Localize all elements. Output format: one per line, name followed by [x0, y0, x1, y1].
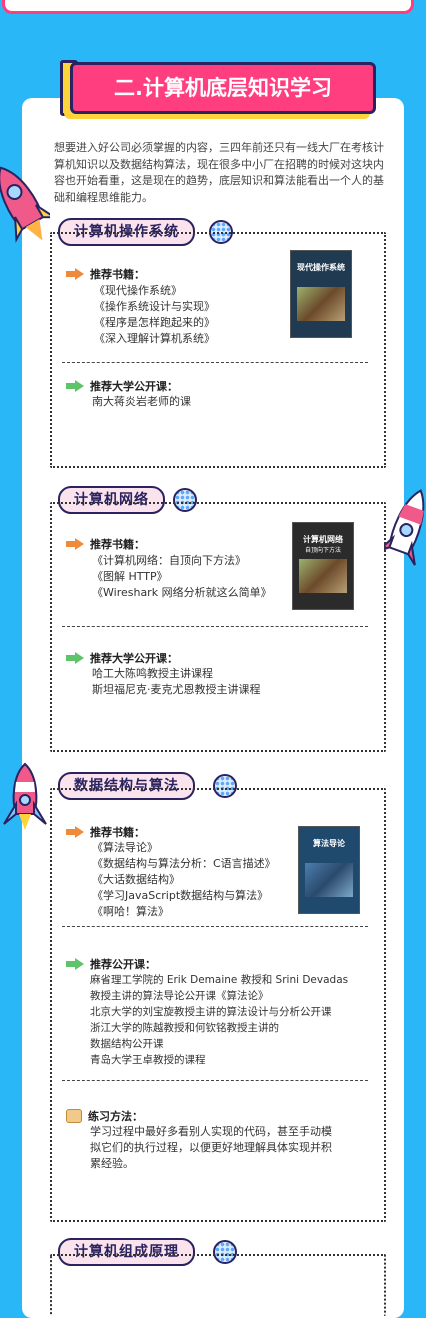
scroll-icon	[66, 1109, 82, 1123]
book-cover: 算法导论	[298, 826, 360, 914]
list-item: 南大蒋炎岩老师的课	[92, 395, 191, 408]
section-title-organization: 计算机组成原理	[58, 1238, 195, 1266]
arrow-right-icon	[66, 652, 84, 664]
arrow-right-icon	[66, 826, 84, 838]
section-organization	[50, 1254, 386, 1316]
intro-paragraph: 想要进入好公司必须掌握的内容，三四年前还只有一线大厂在考核计算机知识以及数据结构…	[54, 141, 384, 204]
book-list: 《算法导论》 《数据结构与算法分析：C语言描述》 《大话数据结构》 《学习Jav…	[92, 840, 276, 920]
courses-label: 推荐大学公开课：	[90, 652, 178, 665]
course-list: 麻省理工学院的 Erik Demaine 教授和 Srini Devadas 教…	[90, 972, 348, 1068]
dashed-divider	[62, 626, 368, 627]
section-title-algorithms: 数据结构与算法	[58, 772, 195, 800]
books-label: 推荐书籍：	[90, 268, 145, 281]
book-cover: 现代操作系统	[290, 250, 352, 338]
list-item: 浙江大学的陈越教授和何钦铭教授主讲的	[90, 1022, 279, 1034]
section-banner: 二.计算机底层知识学习	[70, 62, 376, 114]
books-label: 推荐书籍：	[90, 826, 145, 839]
dashed-divider	[62, 362, 368, 363]
practice-text: 学习过程中最好多看别人实现的代码，甚至手动模 拟它们的执行过程，以便更好地理解具…	[90, 1124, 332, 1172]
list-item: 教授主讲的算法导论公开课《算法论》	[90, 990, 269, 1002]
pill-dots-icon	[213, 774, 237, 798]
rocket-icon	[0, 166, 50, 243]
list-item: 哈工大陈鸣教授主讲课程	[92, 667, 213, 680]
list-item: 《算法导论》	[92, 841, 158, 854]
courses-label-row: 推荐大学公开课：	[66, 650, 178, 666]
book-cover-title: 计算机网络	[303, 535, 343, 544]
courses-label: 推荐公开课：	[90, 958, 156, 971]
courses-label: 推荐大学公开课：	[90, 380, 178, 393]
book-list: 《现代操作系统》 《操作系统设计与实现》 《程序是怎样跑起来的》 《深入理解计算…	[94, 283, 215, 347]
arrow-right-icon	[66, 958, 84, 970]
courses-label-row: 推荐公开课：	[66, 956, 156, 972]
list-item: 学习过程中最好多看别人实现的代码，甚至手动模	[90, 1125, 332, 1138]
arrow-right-icon	[66, 538, 84, 550]
section-title-network: 计算机网络	[58, 486, 165, 514]
list-item: 《深入理解计算机系统》	[94, 332, 215, 345]
list-item: 麻省理工学院的 Erik Demaine 教授和 Srini Devadas	[90, 974, 349, 986]
dashed-divider	[62, 1080, 368, 1081]
section-os	[50, 232, 386, 468]
courses-label-row: 推荐大学公开课：	[66, 378, 178, 394]
pill-dots-icon	[213, 1240, 237, 1264]
books-label-row: 推荐书籍：	[66, 824, 145, 840]
list-item: 青岛大学王卓教授的课程	[90, 1054, 206, 1066]
list-item: 《学习JavaScript数据结构与算法》	[92, 889, 269, 902]
list-item: 斯坦福尼克·麦克尤恩教授主讲课程	[92, 683, 261, 696]
list-item: 数据结构公开课	[90, 1038, 164, 1050]
section-algorithms	[50, 788, 386, 1222]
list-item: 《现代操作系统》	[94, 284, 182, 297]
list-item: 《数据结构与算法分析：C语言描述》	[92, 857, 276, 870]
book-cover-subtitle: 自顶向下方法	[304, 547, 341, 554]
book-list: 《计算机网络：自顶向下方法》 《图解 HTTP》 《Wireshark 网络分析…	[92, 553, 272, 601]
pill-dots-icon	[173, 488, 197, 512]
book-cover-title: 现代操作系统	[297, 263, 345, 272]
section-network	[50, 502, 386, 752]
course-list: 哈工大陈鸣教授主讲课程 斯坦福尼克·麦克尤恩教授主讲课程	[92, 666, 261, 698]
book-cover: 计算机网络 自顶向下方法	[292, 522, 354, 610]
previous-card-bottom	[2, 0, 414, 14]
arrow-right-icon	[66, 380, 84, 392]
list-item: 《操作系统设计与实现》	[94, 300, 215, 313]
books-label-row: 推荐书籍：	[66, 536, 145, 552]
books-label-row: 推荐书籍：	[66, 266, 145, 282]
list-item: 《大话数据结构》	[92, 873, 180, 886]
rocket-icon	[384, 489, 425, 566]
list-item: 《计算机网络：自顶向下方法》	[92, 554, 246, 567]
course-list: 南大蒋炎岩老师的课	[92, 394, 191, 410]
books-label: 推荐书籍：	[90, 538, 145, 551]
practice-label: 练习方法：	[88, 1110, 143, 1123]
practice-label-row: 练习方法：	[66, 1108, 143, 1124]
list-item: 拟它们的执行过程，以便更好地理解具体实现并积	[90, 1141, 332, 1154]
list-item: 《程序是怎样跑起来的》	[94, 316, 215, 329]
list-item: 累经验。	[90, 1157, 134, 1170]
list-item: 北京大学的刘宝旋教授主讲的算法设计与分析公开课	[90, 1006, 332, 1018]
rocket-icon	[3, 762, 47, 830]
list-item: 《Wireshark 网络分析就这么简单》	[92, 586, 272, 599]
arrow-right-icon	[66, 268, 84, 280]
dashed-divider	[62, 926, 368, 927]
list-item: 《图解 HTTP》	[92, 570, 168, 583]
list-item: 《啊哈！算法》	[92, 905, 169, 918]
book-cover-title: 算法导论	[313, 839, 345, 848]
